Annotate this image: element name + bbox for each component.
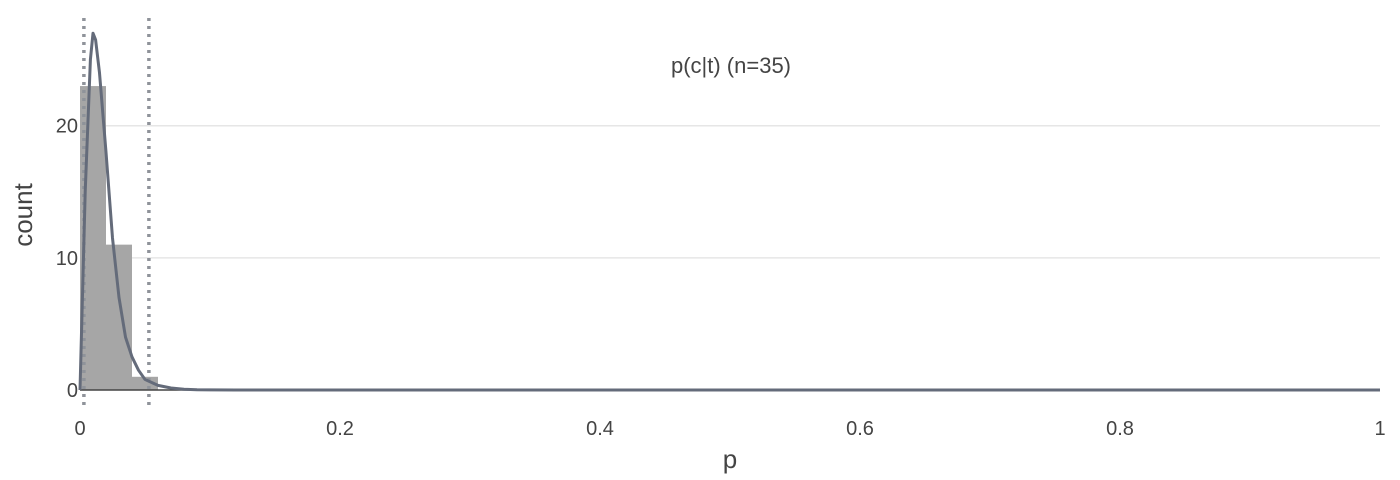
grid-lines xyxy=(80,124,1380,259)
y-axis-title: count xyxy=(8,182,38,246)
y-tick-labels: 0 10 20 xyxy=(56,116,78,402)
y-tick-label-0: 0 xyxy=(67,380,78,402)
x-tick-label-5: 1 xyxy=(1374,418,1385,440)
density-curve xyxy=(78,31,1380,392)
histogram-bar-1 xyxy=(106,244,132,390)
x-tick-label-0: 0 xyxy=(74,418,85,440)
x-tick-labels: 0 0.2 0.4 0.6 0.8 1 xyxy=(74,418,1385,440)
y-tick-label-1: 10 xyxy=(56,248,78,270)
x-tick-label-4: 0.8 xyxy=(1106,418,1134,440)
y-tick-label-2: 20 xyxy=(56,116,78,138)
x-tick-label-2: 0.4 xyxy=(586,418,614,440)
reference-lines xyxy=(82,18,151,410)
histogram-bars xyxy=(80,86,158,391)
x-tick-label-3: 0.6 xyxy=(846,418,874,440)
x-axis-title: p xyxy=(723,444,737,474)
histogram-bar-2 xyxy=(132,376,158,390)
x-tick-label-1: 0.2 xyxy=(326,418,354,440)
chart-annotation: p(c|t) (n=35) xyxy=(671,53,791,78)
